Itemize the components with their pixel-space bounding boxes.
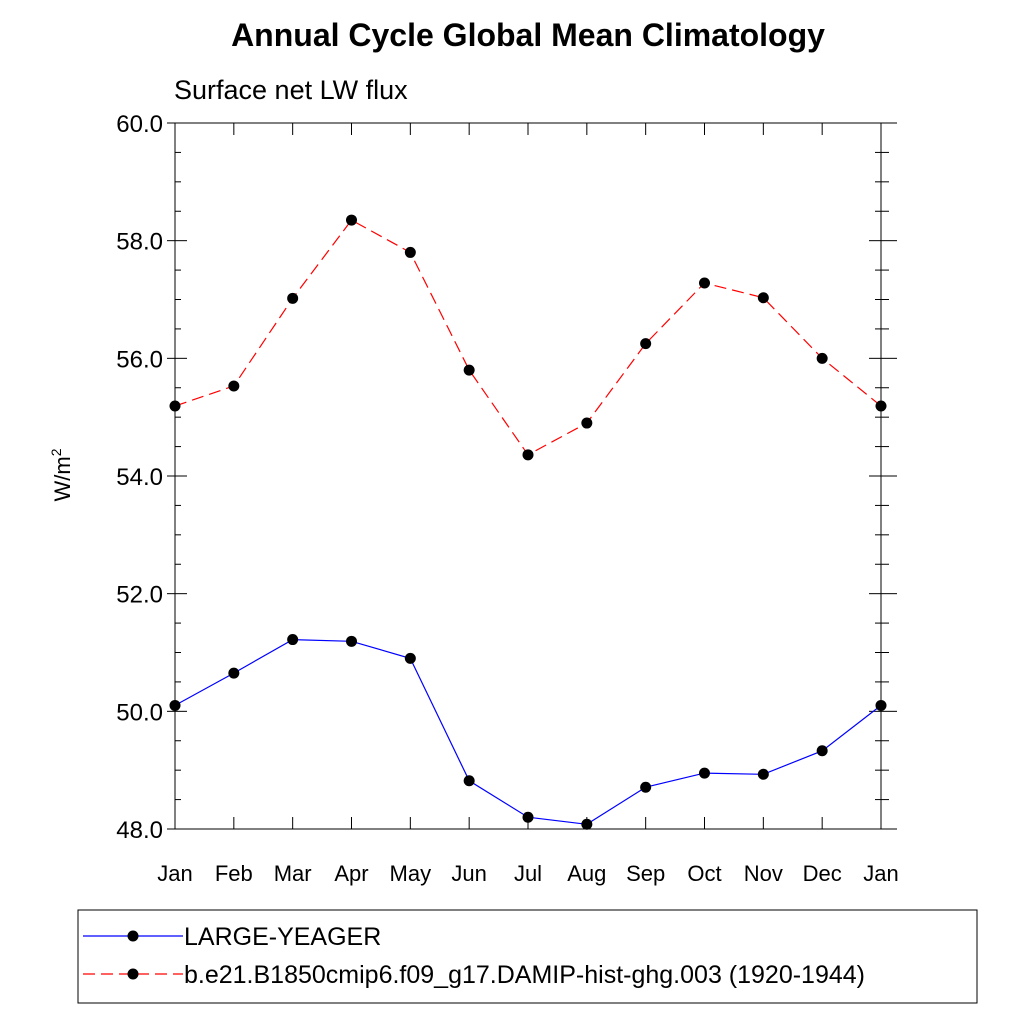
- x-tick-label: May: [390, 861, 432, 886]
- x-tick-label: Oct: [687, 861, 721, 886]
- data-point: [581, 818, 593, 830]
- series-line: [174, 219, 882, 456]
- chart-title: Annual Cycle Global Mean Climatology: [231, 17, 825, 53]
- y-axis-label: W/m2: [48, 448, 75, 501]
- data-point: [346, 635, 357, 647]
- data-point: [640, 338, 652, 350]
- series-layer: [169, 214, 887, 830]
- y-tick-label: 50.0: [116, 699, 163, 726]
- x-tick-label: Mar: [274, 861, 312, 886]
- x-tick-label: Nov: [744, 861, 783, 886]
- legend-frame: [77, 909, 978, 1004]
- data-point: [228, 667, 240, 679]
- x-tick-label: Jul: [514, 861, 542, 886]
- legend-marker: [127, 930, 139, 942]
- x-tick-label: Jun: [451, 861, 486, 886]
- x-tick-label: Jan: [157, 861, 192, 886]
- x-tick-label: Dec: [803, 861, 842, 886]
- legend: LARGE-YEAGER b.e21.B1850cmip6.f09_g17.DAM…: [77, 909, 978, 1004]
- legend-label: b.e21.B1850cmip6.f09_g17.DAMIP-hist-ghg.…: [184, 961, 865, 989]
- data-point: [640, 781, 652, 793]
- y-tick-label: 58.0: [116, 229, 163, 256]
- data-point: [169, 699, 181, 711]
- data-point: [757, 292, 769, 304]
- data-point: [581, 417, 593, 429]
- x-tick-label: Aug: [567, 861, 606, 886]
- data-point: [816, 745, 828, 757]
- x-tick-label: Sep: [626, 861, 665, 886]
- x-tick-label: Jan: [863, 861, 898, 886]
- y-tick-label: 52.0: [116, 582, 163, 609]
- y-axis-label-unit: W/m: [50, 456, 75, 501]
- data-point: [404, 652, 416, 664]
- data-point: [757, 768, 769, 780]
- series-group-1: [169, 634, 887, 830]
- chart-subtitle: Surface net LW flux: [174, 75, 408, 105]
- data-point: [522, 811, 534, 823]
- data-point: [875, 699, 887, 711]
- series-group-2: [169, 214, 887, 461]
- data-point: [463, 364, 475, 376]
- data-point: [404, 246, 416, 258]
- y-axis-label-exponent: 2: [48, 448, 64, 456]
- data-point: [169, 400, 181, 412]
- data-point: [875, 400, 887, 412]
- plot-area-frame: [174, 122, 882, 830]
- data-point: [287, 634, 299, 646]
- y-tick-label: 60.0: [116, 111, 163, 138]
- x-tick-label: Feb: [215, 861, 253, 886]
- data-point: [346, 214, 357, 226]
- x-tick-label: Apr: [334, 861, 368, 886]
- axis-ticks: Jan Feb Mar Apr May Jun Jul Aug Sep Oct Nov Dec Jan 4…: [116, 111, 898, 886]
- legend-label: LARGE-YEAGER: [184, 923, 381, 951]
- data-point: [699, 767, 710, 779]
- y-tick-label: 56.0: [116, 346, 163, 373]
- data-point: [287, 292, 299, 304]
- series-line: [174, 638, 882, 825]
- data-point: [228, 380, 240, 392]
- y-tick-label: 54.0: [116, 464, 163, 491]
- data-point: [699, 277, 710, 289]
- data-point: [816, 352, 828, 364]
- data-point: [463, 775, 475, 787]
- data-point: [522, 449, 534, 461]
- y-tick-label: 48.0: [116, 817, 163, 844]
- legend-marker: [127, 968, 139, 980]
